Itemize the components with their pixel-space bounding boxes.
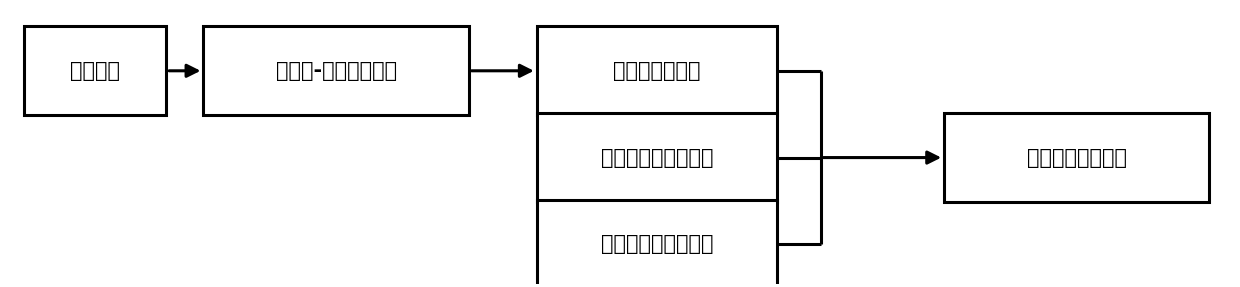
FancyBboxPatch shape <box>944 113 1209 202</box>
Text: 理论分析及岩心观察: 理论分析及岩心观察 <box>601 234 713 254</box>
Text: 孔隙结构类型划分: 孔隙结构类型划分 <box>1027 148 1127 168</box>
FancyBboxPatch shape <box>203 26 469 115</box>
Text: 数据点分段拟合: 数据点分段拟合 <box>614 61 701 81</box>
FancyBboxPatch shape <box>537 113 777 202</box>
FancyBboxPatch shape <box>25 26 166 115</box>
Text: 岩心准备: 岩心准备 <box>71 61 120 81</box>
FancyBboxPatch shape <box>537 200 777 287</box>
Text: 渗透率-围压关系测定: 渗透率-围压关系测定 <box>275 61 397 81</box>
FancyBboxPatch shape <box>537 26 777 115</box>
Text: 拟合参数变化率分析: 拟合参数变化率分析 <box>601 148 713 168</box>
